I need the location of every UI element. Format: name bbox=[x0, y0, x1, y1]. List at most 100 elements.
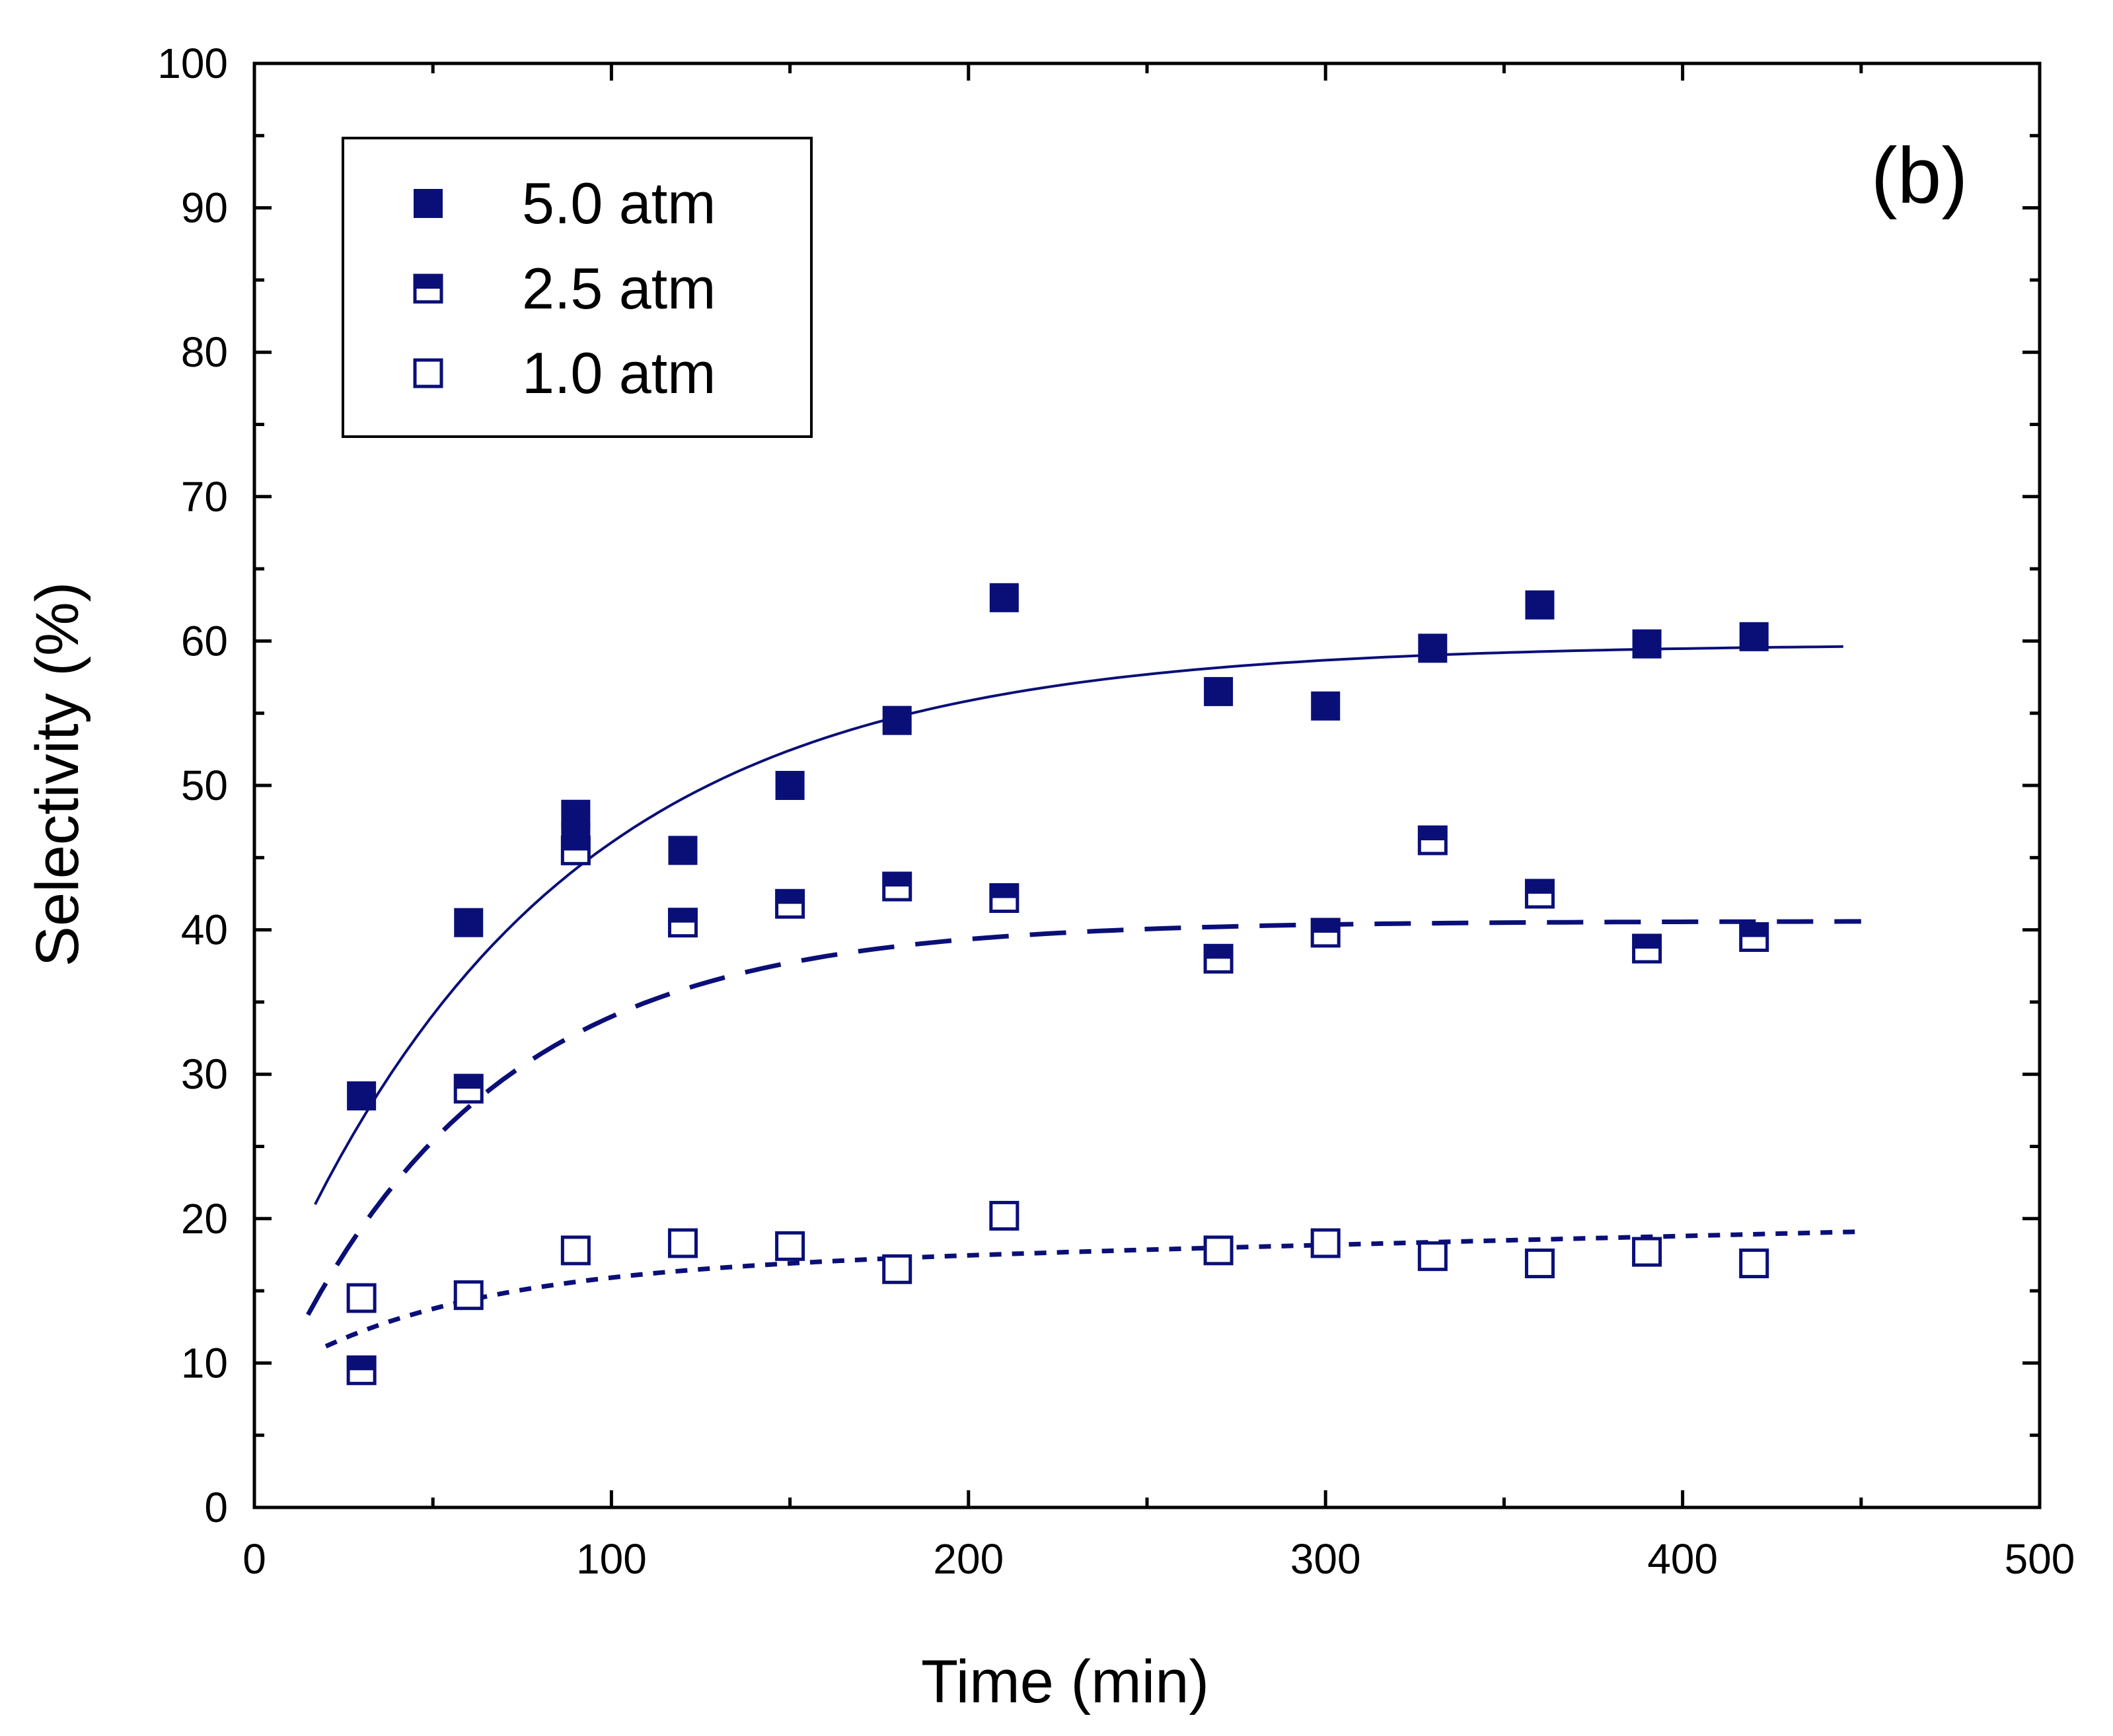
marker-square bbox=[454, 908, 484, 937]
marker-square bbox=[1418, 633, 1448, 663]
data-point-1-0-atm bbox=[453, 1280, 484, 1311]
marker-square-fill bbox=[1526, 880, 1553, 894]
data-point-2-5-atm bbox=[1417, 825, 1448, 855]
marker-square-fill bbox=[990, 885, 1018, 898]
legend-marker bbox=[414, 189, 443, 218]
axes: 0 100 200 300 400 500 0 10 20 30 40 50 60 70 80 90 100 bbox=[157, 40, 2075, 1583]
marker-square-open bbox=[775, 1231, 805, 1261]
data-point-2-5-atm bbox=[1524, 879, 1555, 909]
x-tick-label: 300 bbox=[1290, 1535, 1361, 1583]
marker-square-open bbox=[346, 1283, 377, 1313]
data-point-5-0-atm bbox=[1632, 629, 1662, 659]
marker-square bbox=[561, 821, 591, 851]
y-tick-label: 10 bbox=[181, 1339, 228, 1387]
y-tick-label: 90 bbox=[181, 184, 228, 232]
marker-square bbox=[668, 836, 698, 865]
data-point-2-5-atm bbox=[346, 1355, 377, 1385]
marker-square bbox=[347, 1081, 377, 1110]
data-point-1-0-atm bbox=[560, 1235, 591, 1266]
marker-square-fill bbox=[1740, 923, 1767, 937]
data-point-5-0-atm bbox=[1739, 622, 1769, 651]
data-point-1-0-atm bbox=[1739, 1248, 1769, 1279]
marker-square-fill bbox=[1419, 827, 1446, 841]
data-point-5-0-atm bbox=[775, 771, 805, 800]
data-point-1-0-atm bbox=[1417, 1241, 1448, 1272]
legend-marker bbox=[413, 273, 443, 304]
marker-square bbox=[882, 705, 912, 735]
data-point-2-5-atm bbox=[1739, 922, 1769, 953]
data-point-2-5-atm bbox=[989, 883, 1019, 914]
data-point-1-0-atm bbox=[1632, 1237, 1662, 1267]
marker-square-open bbox=[1524, 1248, 1555, 1279]
legend-label: 1.0 atm bbox=[522, 340, 716, 406]
y-tick-label: 30 bbox=[181, 1050, 228, 1098]
y-tick-label: 20 bbox=[181, 1195, 228, 1243]
y-axis-title: Selectivity (%) bbox=[24, 582, 91, 967]
data-point-2-5-atm bbox=[1632, 933, 1662, 964]
marker-square-open bbox=[560, 1235, 591, 1266]
marker-square-open bbox=[1417, 1241, 1448, 1272]
y-tick-label: 60 bbox=[181, 617, 228, 665]
data-point-1-0-atm bbox=[775, 1231, 805, 1261]
x-tick-label: 200 bbox=[933, 1535, 1004, 1583]
data-point-2-5-atm bbox=[1310, 918, 1341, 948]
panel-label: (b) bbox=[1871, 131, 1968, 220]
marker-square-fill bbox=[1205, 945, 1232, 959]
marker-square bbox=[775, 771, 805, 800]
marker-square-open bbox=[989, 1200, 1019, 1231]
marker-square-open bbox=[882, 1254, 912, 1284]
fit-curve-1-0-atm bbox=[324, 1229, 1861, 1349]
marker-square-open bbox=[667, 1228, 698, 1258]
data-point-1-0-atm bbox=[882, 1254, 912, 1284]
marker-square-open bbox=[413, 358, 443, 388]
legend-marker bbox=[413, 358, 443, 388]
x-tick-label: 0 bbox=[242, 1535, 266, 1583]
y-tick-label: 100 bbox=[157, 40, 228, 87]
data-point-2-5-atm bbox=[453, 1073, 484, 1104]
marker-square bbox=[1311, 691, 1341, 721]
y-tick-label: 70 bbox=[181, 473, 228, 521]
data-point-2-5-atm bbox=[882, 871, 912, 902]
data-point-5-0-atm bbox=[1204, 676, 1234, 706]
y-tick-label: 80 bbox=[181, 328, 228, 376]
marker-square-fill bbox=[455, 1075, 482, 1089]
legend-label: 5.0 atm bbox=[522, 170, 716, 236]
marker-square bbox=[1739, 622, 1769, 651]
x-axis-title: Time (min) bbox=[921, 1648, 1209, 1716]
y-tick-label: 40 bbox=[181, 906, 228, 954]
data-point-5-0-atm bbox=[561, 821, 591, 851]
y-tick-label: 50 bbox=[181, 762, 228, 809]
marker-square-fill bbox=[883, 873, 910, 887]
marker-square-fill bbox=[415, 275, 441, 289]
marker-square-fill bbox=[669, 909, 696, 923]
marker-square bbox=[989, 583, 1019, 612]
marker-square bbox=[414, 189, 443, 218]
data-point-5-0-atm bbox=[668, 836, 698, 865]
data-point-2-5-atm bbox=[1203, 943, 1234, 974]
data-point-5-0-atm bbox=[1311, 691, 1341, 721]
legend-label: 2.5 atm bbox=[522, 256, 716, 321]
marker-square-fill bbox=[776, 890, 803, 904]
data-point-5-0-atm bbox=[454, 908, 484, 937]
marker-square bbox=[1525, 590, 1555, 620]
data-points bbox=[346, 583, 1769, 1385]
data-point-2-5-atm bbox=[775, 888, 805, 919]
data-point-5-0-atm bbox=[989, 583, 1019, 612]
marker-square-open bbox=[1310, 1228, 1341, 1258]
marker-square-fill bbox=[1633, 935, 1660, 949]
data-point-5-0-atm bbox=[347, 1081, 377, 1110]
data-point-1-0-atm bbox=[1524, 1248, 1555, 1279]
marker-square-fill bbox=[1312, 919, 1339, 933]
data-point-1-0-atm bbox=[989, 1200, 1019, 1231]
data-point-5-0-atm bbox=[882, 705, 912, 735]
data-point-1-0-atm bbox=[1310, 1228, 1341, 1258]
marker-square bbox=[1632, 629, 1662, 659]
data-point-1-0-atm bbox=[667, 1228, 698, 1258]
marker-square bbox=[1204, 676, 1234, 706]
fit-curve-5-0-atm bbox=[314, 645, 1843, 1206]
x-tick-label: 500 bbox=[2005, 1535, 2075, 1583]
marker-square-open bbox=[1203, 1235, 1234, 1266]
